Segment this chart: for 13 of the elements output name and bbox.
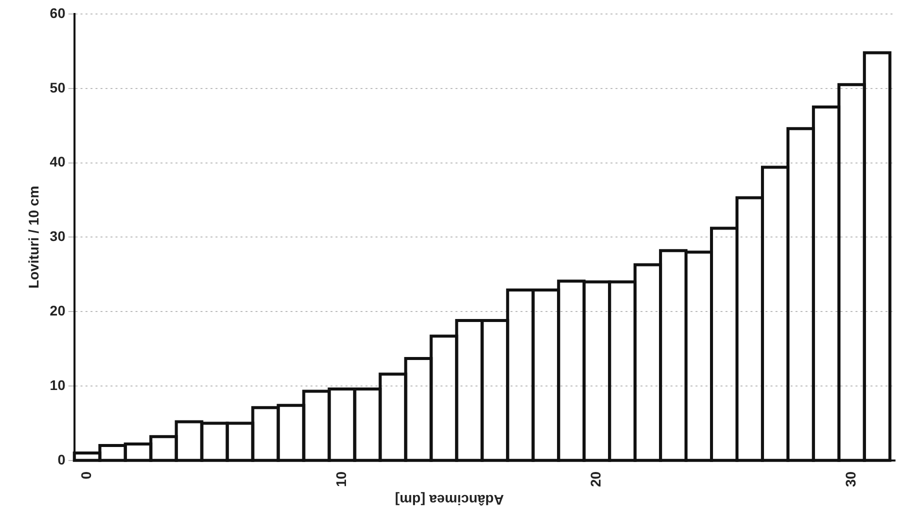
x-tick-label: 0 (78, 471, 94, 480)
y-tick-label: 50 (50, 79, 66, 96)
x-tick-label: 30 (842, 471, 859, 488)
y-tick-label: 40 (50, 154, 66, 170)
y-axis-title: Lovituri / 10 cm (25, 186, 42, 289)
y-tick-label: 10 (50, 376, 66, 393)
y-tick-label: 60 (50, 4, 66, 21)
y-tick-label: 0 (58, 451, 66, 468)
y-tick-label: 20 (50, 302, 66, 318)
x-tick-label: 10 (332, 471, 349, 488)
x-tick-label: 20 (588, 471, 604, 488)
x-axis-title: Adâncimea [dm] (394, 492, 504, 508)
y-tick-label: 30 (50, 228, 66, 244)
